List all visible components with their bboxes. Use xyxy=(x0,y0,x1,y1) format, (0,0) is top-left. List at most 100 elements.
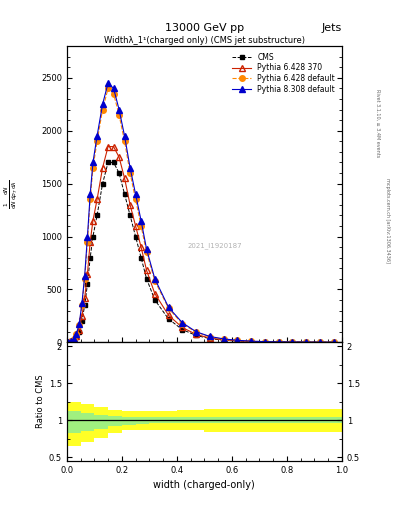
Pythia 6.428 default xyxy=(66,338,71,345)
Pythia 6.428 default xyxy=(85,239,90,245)
Pythia 6.428 370 xyxy=(74,333,79,339)
Pythia 6.428 370 xyxy=(144,267,149,273)
Pythia 8.308 default xyxy=(117,106,121,113)
Pythia 8.308 default xyxy=(235,337,240,344)
CMS xyxy=(95,212,99,219)
Pythia 8.308 default xyxy=(276,339,281,345)
Pythia 8.308 default xyxy=(68,337,73,344)
Pythia 6.428 default xyxy=(263,338,267,345)
Pythia 8.308 default xyxy=(83,272,87,279)
Pythia 6.428 370 xyxy=(194,331,198,337)
Pythia 6.428 370 xyxy=(85,270,90,276)
Pythia 8.308 default xyxy=(249,338,253,344)
CMS xyxy=(208,335,212,342)
CMS xyxy=(77,329,82,335)
Line: Pythia 6.428 370: Pythia 6.428 370 xyxy=(65,144,336,345)
CMS xyxy=(133,233,138,240)
Pythia 6.428 370 xyxy=(276,339,281,345)
Pythia 8.308 default xyxy=(106,80,110,86)
Pythia 8.308 default xyxy=(139,218,143,224)
Pythia 6.428 default xyxy=(133,197,138,203)
Text: Rivet 3.1.10, ≥ 3.4M events: Rivet 3.1.10, ≥ 3.4M events xyxy=(375,89,380,157)
Pythia 8.308 default xyxy=(91,159,95,165)
CMS xyxy=(117,170,121,176)
Pythia 8.308 default xyxy=(221,336,226,342)
Pythia 8.308 default xyxy=(85,233,90,240)
Pythia 6.428 370 xyxy=(290,339,295,345)
Pythia 8.308 default xyxy=(77,321,82,327)
Pythia 6.428 370 xyxy=(208,335,212,341)
CMS xyxy=(249,338,253,345)
CMS xyxy=(100,181,105,187)
Pythia 6.428 370 xyxy=(152,291,157,297)
Pythia 8.308 default xyxy=(72,336,76,342)
Pythia 6.428 default xyxy=(72,336,76,342)
CMS xyxy=(83,302,87,308)
Pythia 6.428 default xyxy=(194,329,198,335)
Pythia 6.428 370 xyxy=(133,223,138,229)
Pythia 8.308 default xyxy=(208,333,212,339)
CMS xyxy=(111,159,116,165)
CMS xyxy=(166,316,171,322)
Pythia 6.428 370 xyxy=(235,338,240,344)
CMS xyxy=(139,254,143,261)
Pythia 6.428 default xyxy=(166,305,171,311)
Line: Pythia 8.308 default: Pythia 8.308 default xyxy=(65,80,336,345)
Pythia 8.308 default xyxy=(304,339,309,345)
Pythia 8.308 default xyxy=(290,339,295,345)
Pythia 6.428 370 xyxy=(128,202,132,208)
Pythia 8.308 default xyxy=(88,191,93,197)
Pythia 6.428 370 xyxy=(91,218,95,224)
Pythia 6.428 default xyxy=(88,197,93,203)
Pythia 8.308 default xyxy=(66,338,71,345)
Pythia 6.428 370 xyxy=(249,338,253,345)
X-axis label: width (charged-only): width (charged-only) xyxy=(154,480,255,490)
Pythia 6.428 default xyxy=(180,321,185,327)
CMS xyxy=(74,334,79,340)
Pythia 6.428 default xyxy=(221,336,226,342)
Pythia 6.428 370 xyxy=(72,336,76,343)
CMS xyxy=(79,318,84,324)
Pythia 8.308 default xyxy=(79,300,84,306)
Pythia 6.428 default xyxy=(331,339,336,345)
CMS xyxy=(144,276,149,282)
Pythia 6.428 default xyxy=(68,337,73,344)
Pythia 6.428 370 xyxy=(117,154,121,160)
Pythia 6.428 370 xyxy=(88,239,93,245)
Text: 2021_I1920187: 2021_I1920187 xyxy=(188,243,242,249)
Pythia 6.428 default xyxy=(91,165,95,171)
Pythia 6.428 370 xyxy=(95,197,99,203)
Pythia 6.428 default xyxy=(74,331,79,337)
Pythia 6.428 default xyxy=(235,337,240,344)
Pythia 6.428 default xyxy=(208,334,212,340)
Pythia 8.308 default xyxy=(318,339,322,345)
Pythia 6.428 default xyxy=(290,339,295,345)
Legend: CMS, Pythia 6.428 370, Pythia 6.428 default, Pythia 8.308 default: CMS, Pythia 6.428 370, Pythia 6.428 defa… xyxy=(229,50,338,97)
Pythia 8.308 default xyxy=(194,329,198,335)
Pythia 6.428 370 xyxy=(318,339,322,345)
Pythia 6.428 370 xyxy=(100,165,105,171)
Pythia 6.428 default xyxy=(318,339,322,345)
Text: $\frac{1}{\mathrm{d}N}\frac{\mathrm{d}N}{\mathrm{d}p_T\,\mathrm{d}\lambda}$: $\frac{1}{\mathrm{d}N}\frac{\mathrm{d}N}… xyxy=(3,180,20,209)
CMS xyxy=(318,339,322,345)
Pythia 6.428 370 xyxy=(83,295,87,301)
Pythia 8.308 default xyxy=(122,133,127,139)
Pythia 6.428 default xyxy=(117,112,121,118)
Pythia 6.428 370 xyxy=(106,143,110,150)
Pythia 8.308 default xyxy=(74,331,79,337)
Pythia 6.428 default xyxy=(139,223,143,229)
CMS xyxy=(122,191,127,197)
Pythia 6.428 370 xyxy=(263,339,267,345)
CMS xyxy=(152,297,157,303)
Pythia 6.428 370 xyxy=(331,339,336,345)
Pythia 6.428 370 xyxy=(180,325,185,331)
Pythia 8.308 default xyxy=(133,191,138,197)
Pythia 8.308 default xyxy=(128,165,132,171)
Pythia 6.428 370 xyxy=(66,338,71,345)
Pythia 8.308 default xyxy=(144,246,149,252)
Pythia 6.428 370 xyxy=(68,338,73,344)
Pythia 6.428 default xyxy=(144,249,149,255)
CMS xyxy=(68,338,73,345)
CMS xyxy=(128,212,132,219)
Line: Pythia 6.428 default: Pythia 6.428 default xyxy=(65,86,336,345)
